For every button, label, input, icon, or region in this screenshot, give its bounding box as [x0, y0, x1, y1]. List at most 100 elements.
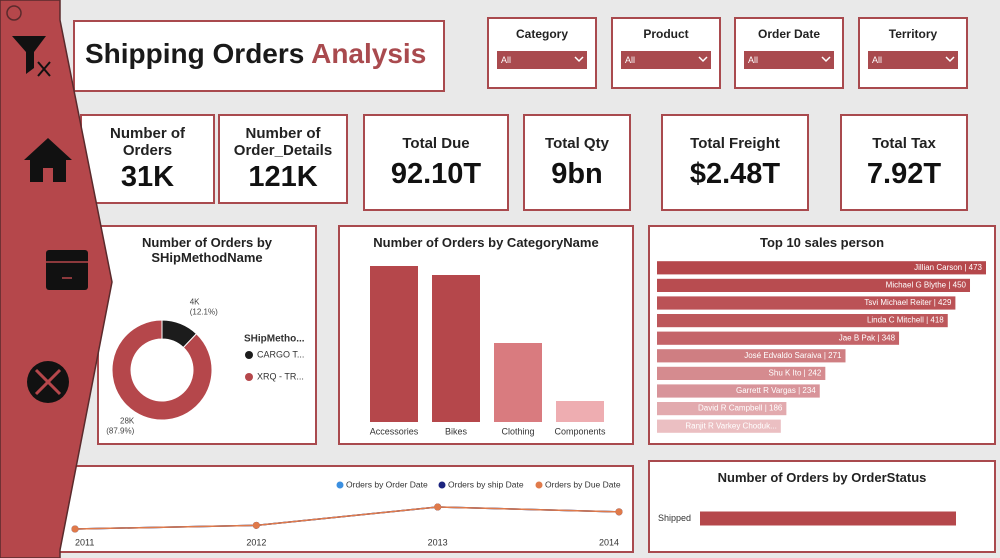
chevron: [574, 56, 584, 63]
x-tick-label: 2014: [599, 537, 619, 547]
kpi-value: 7.92T: [866, 157, 942, 190]
y-tick-label: Shipped: [658, 513, 691, 523]
count-label: 28K: [120, 417, 135, 426]
filter[interactable]: Category All: [487, 17, 597, 89]
dropdown-value: All: [748, 55, 759, 65]
legend-title: SHipMetho...: [244, 334, 305, 345]
sidebar: [0, 0, 113, 558]
chart: 4K(12.1%) 28K(87.9%) SHipMetho... CARGO T..…: [106, 298, 305, 436]
data-label: José Edvaldo Saraiva | 271: [744, 351, 842, 360]
x-tick-label: 2012: [246, 537, 266, 547]
bar: [657, 278, 971, 292]
filter[interactable]: Territory All: [858, 17, 968, 89]
bar: [657, 419, 781, 433]
chart: Shipped: [658, 511, 956, 526]
dropdown-value: All: [501, 55, 512, 65]
clear-filter-icon[interactable]: [12, 36, 51, 77]
dropdown-value: All: [625, 55, 636, 65]
chevron: [945, 56, 955, 63]
legend-label: Orders by ship Date: [448, 479, 524, 489]
chart-panel: Shipped Number of Orders by OrderStatus: [648, 460, 996, 553]
tools-icon[interactable]: [27, 361, 69, 403]
filter-label: Product: [643, 27, 689, 41]
kpi-card: Total Qty 9bn: [523, 114, 631, 211]
point: [615, 508, 623, 516]
chart-panel: Accessories Bikes Clothing Components Numbe…: [338, 225, 634, 445]
filter-label: Category: [515, 27, 568, 41]
legend-marker: [245, 351, 253, 359]
legend-marker: [438, 481, 446, 489]
point: [434, 503, 442, 511]
kpi-value: 121K: [248, 160, 318, 193]
back-button[interactable]: [6, 5, 22, 21]
home-icon[interactable]: [24, 138, 72, 182]
data-label: Shu K Ito | 242: [769, 369, 822, 378]
kpi-card: Total Tax 7.92T: [840, 114, 968, 211]
kpi-value: 9bn: [551, 157, 603, 190]
legend-marker: [336, 481, 344, 489]
data-label: Tsvi Michael Reiter | 429: [864, 298, 952, 307]
bar: [657, 384, 820, 398]
filter[interactable]: Product All: [611, 17, 721, 89]
kpi-card: Total Due 92.10T: [363, 114, 509, 211]
dropdown[interactable]: All: [497, 51, 587, 69]
x-tick-label: Clothing: [501, 426, 534, 436]
kpi-card: Number of Order_Details 121K: [218, 114, 348, 204]
bar: [657, 402, 787, 416]
chart: Accessories Bikes Clothing Components: [370, 266, 606, 436]
page-title: Shipping Orders Analysis: [85, 38, 426, 70]
title-part: Analysis: [311, 38, 427, 69]
dropdown[interactable]: All: [744, 51, 834, 69]
kpi-label: Total Freight: [690, 134, 780, 152]
chevron: [821, 56, 831, 63]
box-icon[interactable]: [46, 250, 88, 290]
data-label: Linda C Mitchell | 418: [867, 316, 944, 325]
data-label: Jillian Carson | 473: [914, 263, 982, 272]
bar: [494, 343, 542, 422]
data-label: Garrett R Vargas | 234: [736, 386, 816, 395]
dropdown-value: All: [872, 55, 883, 65]
bar: [700, 511, 956, 526]
filter-label: Territory: [888, 27, 938, 41]
legend-label: XRQ - TR...: [257, 371, 304, 381]
value-label: (12.1%): [190, 308, 218, 317]
data-label: Jae B Pak | 348: [839, 333, 896, 342]
kpi-card: Total Freight $2.48T: [661, 114, 809, 211]
legend-marker: [535, 481, 543, 489]
x-tick-label: Components: [554, 426, 606, 436]
x-tick-label: 2013: [428, 537, 448, 547]
chart: Jillian Carson | 473 Michael G Blythe | 4…: [657, 261, 986, 433]
legend-label: CARGO T...: [257, 349, 304, 359]
legend-marker: [245, 373, 253, 381]
legend-label: Orders by Due Date: [545, 479, 621, 489]
kpi-value: 92.10T: [390, 157, 482, 190]
bar: [657, 261, 986, 275]
filter[interactable]: Order Date All: [734, 17, 844, 89]
data-label: Michael G Blythe | 450: [886, 281, 967, 290]
point: [252, 521, 260, 529]
bar: [432, 275, 480, 422]
dropdown[interactable]: All: [621, 51, 711, 69]
x-tick-label: Bikes: [445, 426, 468, 436]
chart-panel: 4K (12.1%) 28K (87.9%) SHipMetho... CARGO T..…: [97, 225, 317, 445]
bar: [657, 366, 826, 380]
chart: 2011 2012 2013 2014 Orders by Order Date Orde…: [71, 479, 623, 547]
chart-panel: 2011 2012 2013 2014 Orders by Order Date Orde…: [50, 465, 634, 553]
kpi-label: Total Qty: [545, 134, 609, 152]
filter-label: Order Date: [757, 27, 821, 41]
donut-slice: [111, 319, 213, 421]
title-part: Shipping Orders: [85, 38, 305, 69]
kpi-label: Total Tax: [872, 134, 936, 152]
legend-label: Orders by Order Date: [346, 479, 428, 489]
chart-panel: Jillian Carson | 473 Michael G Blythe | 4…: [648, 225, 996, 445]
dropdown[interactable]: All: [868, 51, 958, 69]
title-panel: Shipping Orders Analysis: [73, 20, 445, 92]
kpi-value: 31K: [120, 160, 175, 193]
bar: [657, 296, 956, 310]
chart-title: Top 10 sales person: [759, 235, 885, 250]
data-label: David R Campbell | 186: [698, 404, 783, 413]
value-label: (87.9%): [106, 427, 134, 436]
chart-title: Number of Orders by OrderStatus: [717, 470, 927, 485]
x-tick-label: Accessories: [370, 426, 419, 436]
